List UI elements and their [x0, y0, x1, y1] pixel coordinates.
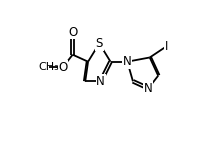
- Text: N: N: [144, 82, 153, 95]
- Text: N: N: [123, 55, 132, 68]
- Text: N: N: [96, 75, 105, 88]
- Text: O: O: [58, 61, 67, 74]
- Text: O: O: [68, 26, 77, 39]
- Text: S: S: [96, 37, 103, 50]
- Text: I: I: [165, 40, 168, 53]
- Text: CH₃: CH₃: [38, 62, 59, 72]
